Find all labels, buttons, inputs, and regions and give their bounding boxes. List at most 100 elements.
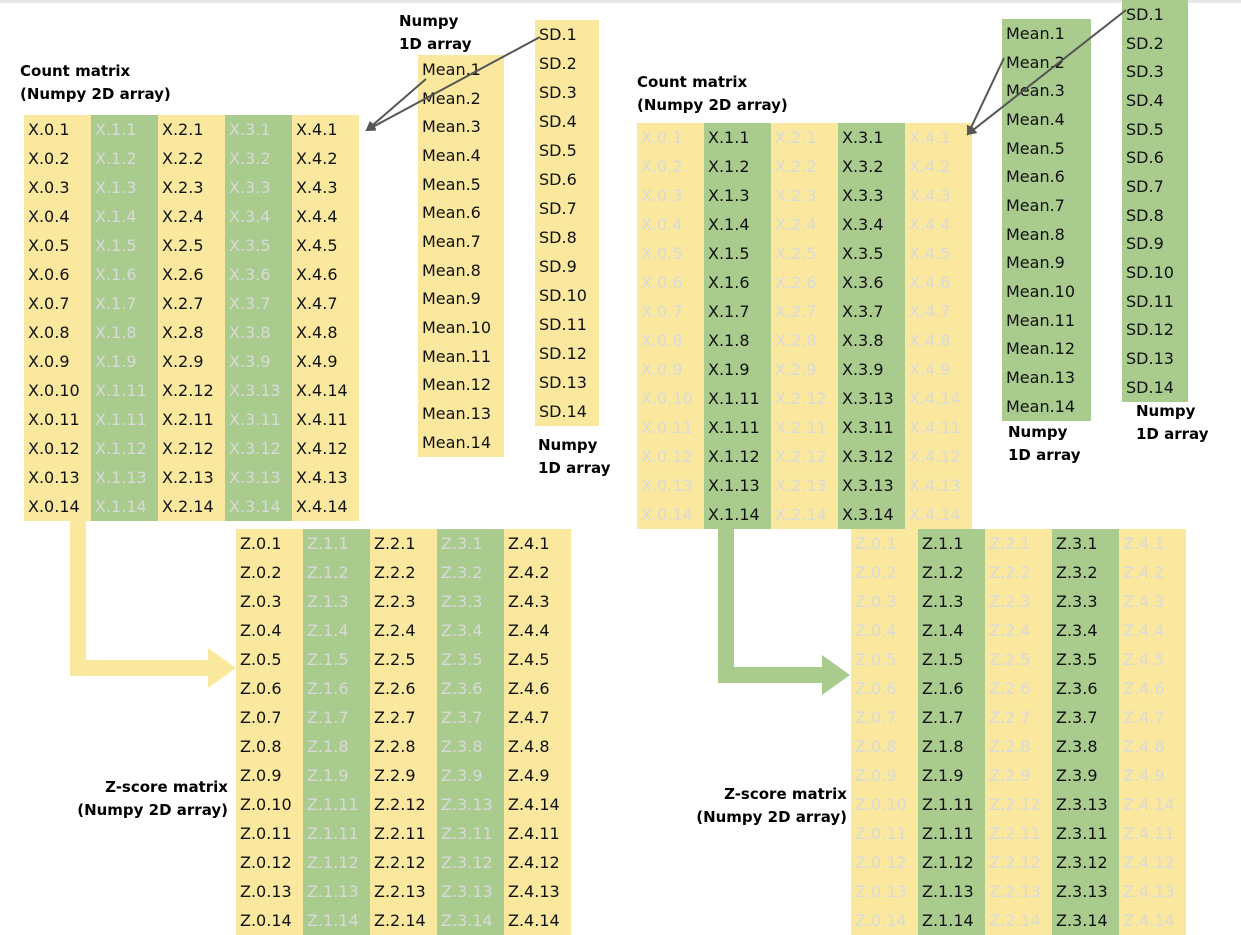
sd-item: SD.6 [539,170,577,189]
matrix-cell: X.0.7 [637,297,704,326]
matrix-cell: Z.1.8 [918,732,985,761]
sd-item: SD.12 [1126,320,1174,340]
matrix-cell: Z.2.1 [370,529,437,558]
matrix-cell: Z.3.12 [1052,848,1119,877]
matrix-cell: X.2.11 [771,413,838,442]
matrix-cell: Z.0.6 [851,674,918,703]
matrix-cell: X.0.13 [24,463,91,492]
zscore-matrix-label: Z-score matrix (Numpy 2D array) [696,785,847,826]
matrix-cell: X.1.14 [704,500,771,529]
matrix-cell: X.1.9 [91,347,158,376]
zscore-matrix-label: Z-score matrix (Numpy 2D array) [77,778,228,819]
matrix-cell: X.2.7 [771,297,838,326]
matrix-cell: X.0.8 [637,326,704,355]
matrix-cell: Z.4.8 [504,732,571,761]
matrix-cell: X.0.8 [24,318,91,347]
sd-array: SD.1 SD.2 SD.3 SD.4 SD.5 SD.6 SD.7 SD.8 SD.9 SD.1… [1122,0,1188,402]
matrix-cell: Z.1.5 [303,645,370,674]
mean-item: Mean.8 [422,260,481,280]
matrix-cell: X.2.13 [771,471,838,500]
sd-item: SD.1 [1126,4,1164,24]
matrix-cell: X.3.2 [838,152,905,181]
matrix-cell: X.2.2 [771,152,838,181]
matrix-cell: Z.3.3 [1052,587,1119,616]
matrix-cell: X.4.13 [905,471,972,500]
zscore-matrix: Z.0.1 Z.1.1 Z.2.1 Z.3.1 Z.4.1 Z.0.2 Z.1.2 Z.2.2… [236,529,571,935]
matrix-cell: Z.1.6 [918,674,985,703]
matrix-cell: Z.4.4 [1119,616,1186,645]
matrix-cell: Z.1.13 [918,877,985,906]
top-edge [0,0,1241,3]
matrix-cell: Z.2.4 [985,616,1052,645]
matrix-cell: Z.1.7 [303,703,370,732]
mean-item: Mean.5 [422,174,481,194]
matrix-cell: Z.3.8 [437,732,504,761]
matrix-cell: Z.4.1 [1119,529,1186,558]
matrix-cell: X.2.7 [158,289,225,318]
matrix-cell: Z.2.2 [985,558,1052,587]
matrix-cell: X.0.12 [24,434,91,463]
matrix-cell: X.4.12 [292,434,359,463]
matrix-cell: X.4.9 [905,355,972,384]
mean-item: Mean.10 [422,318,492,338]
matrix-cell: Z.1.6 [303,674,370,703]
count-matrix: X.0.1 X.1.1 X.2.1 X.3.1 X.4.1 X.0.2 X.1.2 X.2.2… [24,115,359,521]
matrix-cell: X.3.8 [225,318,292,347]
matrix-cell: X.0.5 [24,231,91,260]
mean-item: Mean.3 [422,117,481,137]
matrix-cell: Z.4.2 [504,558,571,587]
matrix-cell: X.1.3 [91,173,158,202]
matrix-cell: X.1.8 [91,318,158,347]
matrix-cell: Z.3.14 [1052,906,1119,935]
matrix-cell: Z.1.8 [303,732,370,761]
matrix-cell: Z.4.14 [1119,906,1186,935]
matrix-cell: X.2.12 [158,434,225,463]
matrix-cell: X.4.11 [905,413,972,442]
matrix-cell: X.1.11 [704,384,771,413]
matrix-cell: Z.0.10 [236,790,303,819]
matrix-cell: Z.1.13 [303,877,370,906]
matrix-cell: Z.4.5 [1119,645,1186,674]
matrix-cell: Z.0.1 [236,529,303,558]
mean-item: Mean.14 [1006,396,1076,416]
matrix-cell: Z.4.9 [504,761,571,790]
mean-array-label: Numpy 1D array [399,12,472,53]
matrix-cell: Z.3.6 [437,674,504,703]
matrix-cell: Z.1.4 [303,616,370,645]
sd-pointer-arrow [966,9,1127,136]
matrix-cell: X.4.3 [905,181,972,210]
sd-item: SD.11 [539,315,587,334]
matrix-cell: Z.0.9 [236,761,303,790]
matrix-cell: X.3.8 [838,326,905,355]
matrix-cell: Z.0.7 [236,703,303,732]
matrix-cell: X.0.2 [637,152,704,181]
matrix-cell: Z.3.9 [1052,761,1119,790]
matrix-cell: X.4.7 [905,297,972,326]
matrix-cell: Z.1.11 [303,790,370,819]
matrix-cell: Z.0.8 [236,732,303,761]
matrix-cell: X.2.5 [158,231,225,260]
matrix-cell: Z.2.6 [985,674,1052,703]
matrix-cell: X.0.9 [637,355,704,384]
mean-item: Mean.4 [1006,109,1065,129]
matrix-cell: X.4.9 [292,347,359,376]
matrix-cell: X.1.13 [91,463,158,492]
mean-item: Mean.4 [422,145,481,165]
mean-item: Mean.11 [422,346,492,366]
matrix-cell: Z.2.5 [985,645,1052,674]
matrix-cell: Z.2.9 [370,761,437,790]
mean-array: Mean.1 Mean.2 Mean.3 Mean.4 Mean.5 Mean.6 Mean… [418,55,504,457]
matrix-cell: Z.3.2 [437,558,504,587]
matrix-cell: Z.4.9 [1119,761,1186,790]
matrix-cell: Z.4.6 [1119,674,1186,703]
matrix-cell: X.3.9 [838,355,905,384]
matrix-cell: Z.4.12 [1119,848,1186,877]
matrix-cell: X.0.4 [24,202,91,231]
matrix-cell: Z.4.4 [504,616,571,645]
sd-item: SD.3 [1126,62,1164,82]
matrix-cell: Z.4.7 [1119,703,1186,732]
matrix-cell: X.1.11 [704,413,771,442]
sd-item: SD.6 [1126,148,1164,168]
matrix-cell: X.3.7 [225,289,292,318]
matrix-cell: Z.3.14 [437,906,504,935]
